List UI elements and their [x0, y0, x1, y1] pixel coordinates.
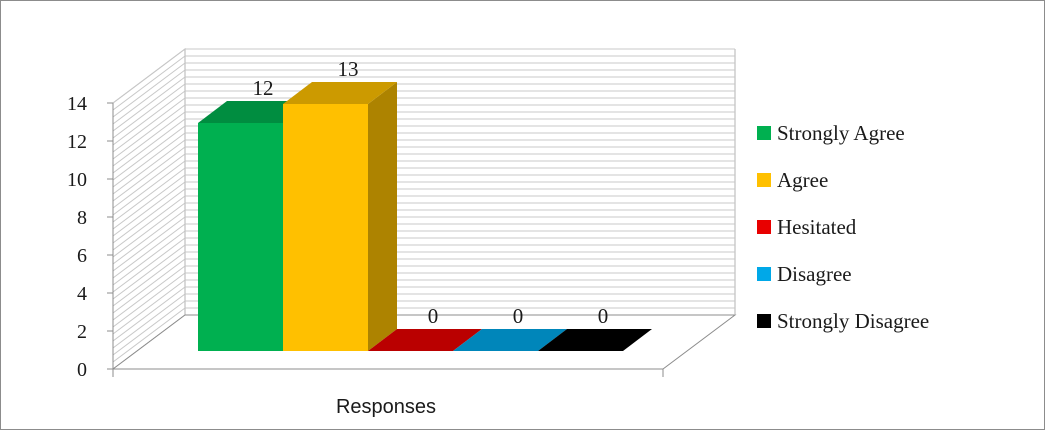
gridline-side — [112, 307, 186, 363]
y-tick-label: 8 — [77, 207, 87, 229]
gridline-side — [112, 293, 186, 349]
legend-label: Disagree — [777, 262, 852, 286]
data-label: 13 — [338, 57, 359, 81]
gridline-side — [112, 265, 186, 321]
legend-swatch — [757, 220, 771, 234]
gridline-side — [112, 90, 186, 146]
gridline-side — [112, 160, 186, 216]
gridline-side — [112, 195, 186, 251]
gridline-side — [112, 83, 186, 139]
bar-top — [538, 329, 652, 351]
gridline-side — [112, 97, 186, 153]
legend-label: Strongly Agree — [777, 121, 905, 145]
bars — [198, 82, 652, 351]
bar-agree — [283, 82, 397, 351]
bar-top — [453, 329, 567, 351]
gridline-side — [112, 258, 186, 314]
y-tick-label: 12 — [67, 131, 87, 153]
gridline-side — [112, 209, 186, 265]
gridline-side — [112, 251, 186, 307]
gridline-side — [112, 174, 186, 230]
gridline-side — [112, 181, 186, 237]
gridline-side — [112, 104, 186, 160]
bar-hesitated — [368, 329, 482, 351]
gridline-side — [112, 139, 186, 195]
gridline-side — [112, 279, 186, 335]
data-labels: 12 13 0 0 0 — [253, 57, 609, 328]
legend-item: Hesitated — [757, 215, 857, 239]
legend: Strongly Agree Agree Hesitated Disagree Stro… — [757, 121, 929, 333]
data-label: 12 — [253, 76, 274, 100]
legend-item: Agree — [757, 168, 828, 192]
legend-swatch — [757, 267, 771, 281]
legend-swatch — [757, 314, 771, 328]
y-tick-label: 14 — [67, 93, 87, 115]
gridline-side — [112, 272, 186, 328]
y-tick-label: 2 — [77, 321, 87, 343]
gridline-side — [112, 125, 186, 181]
bar-front — [198, 123, 283, 351]
bar-disagree — [453, 329, 567, 351]
gridline-side — [112, 55, 186, 111]
gridline-side — [112, 167, 186, 223]
gridline-side — [112, 230, 186, 286]
gridline-side — [112, 76, 186, 132]
y-tick-label: 0 — [77, 359, 87, 381]
bar-top — [368, 329, 482, 351]
gridline-side — [112, 223, 186, 279]
gridline-side — [112, 48, 186, 104]
data-label: 0 — [598, 304, 609, 328]
gridline-side — [112, 286, 186, 342]
legend-label: Hesitated — [777, 215, 857, 239]
data-label: 0 — [513, 304, 524, 328]
gridline-side — [112, 146, 186, 202]
gridline-side — [112, 132, 186, 188]
gridline-side — [112, 111, 186, 167]
legend-item: Strongly Agree — [757, 121, 905, 145]
gridline-side — [112, 237, 186, 293]
gridline-side — [112, 153, 186, 209]
legend-label: Strongly Disagree — [777, 309, 929, 333]
y-tick-label: 6 — [77, 245, 87, 267]
gridline-side — [112, 202, 186, 258]
data-label: 0 — [428, 304, 439, 328]
gridline-side — [112, 244, 186, 300]
y-tick-label: 10 — [67, 169, 87, 191]
bar-strongly-disagree — [538, 329, 652, 351]
bar-side — [368, 82, 397, 351]
legend-swatch — [757, 173, 771, 187]
value-axis: 0 2 4 6 8 10 12 14 — [67, 93, 664, 381]
gridline-side — [112, 69, 186, 125]
gridline-side — [112, 188, 186, 244]
gridline-side — [112, 300, 186, 356]
gridline-side — [112, 62, 186, 118]
legend-item: Disagree — [757, 262, 852, 286]
legend-label: Agree — [777, 168, 828, 192]
gridline-side — [112, 216, 186, 272]
gridline-side — [112, 118, 186, 174]
legend-item: Strongly Disagree — [757, 309, 929, 333]
bar-top — [283, 82, 397, 104]
x-axis-label: Responses — [336, 396, 436, 418]
bar-front — [283, 104, 368, 351]
y-tick-label: 4 — [77, 283, 87, 305]
legend-swatch — [757, 126, 771, 140]
